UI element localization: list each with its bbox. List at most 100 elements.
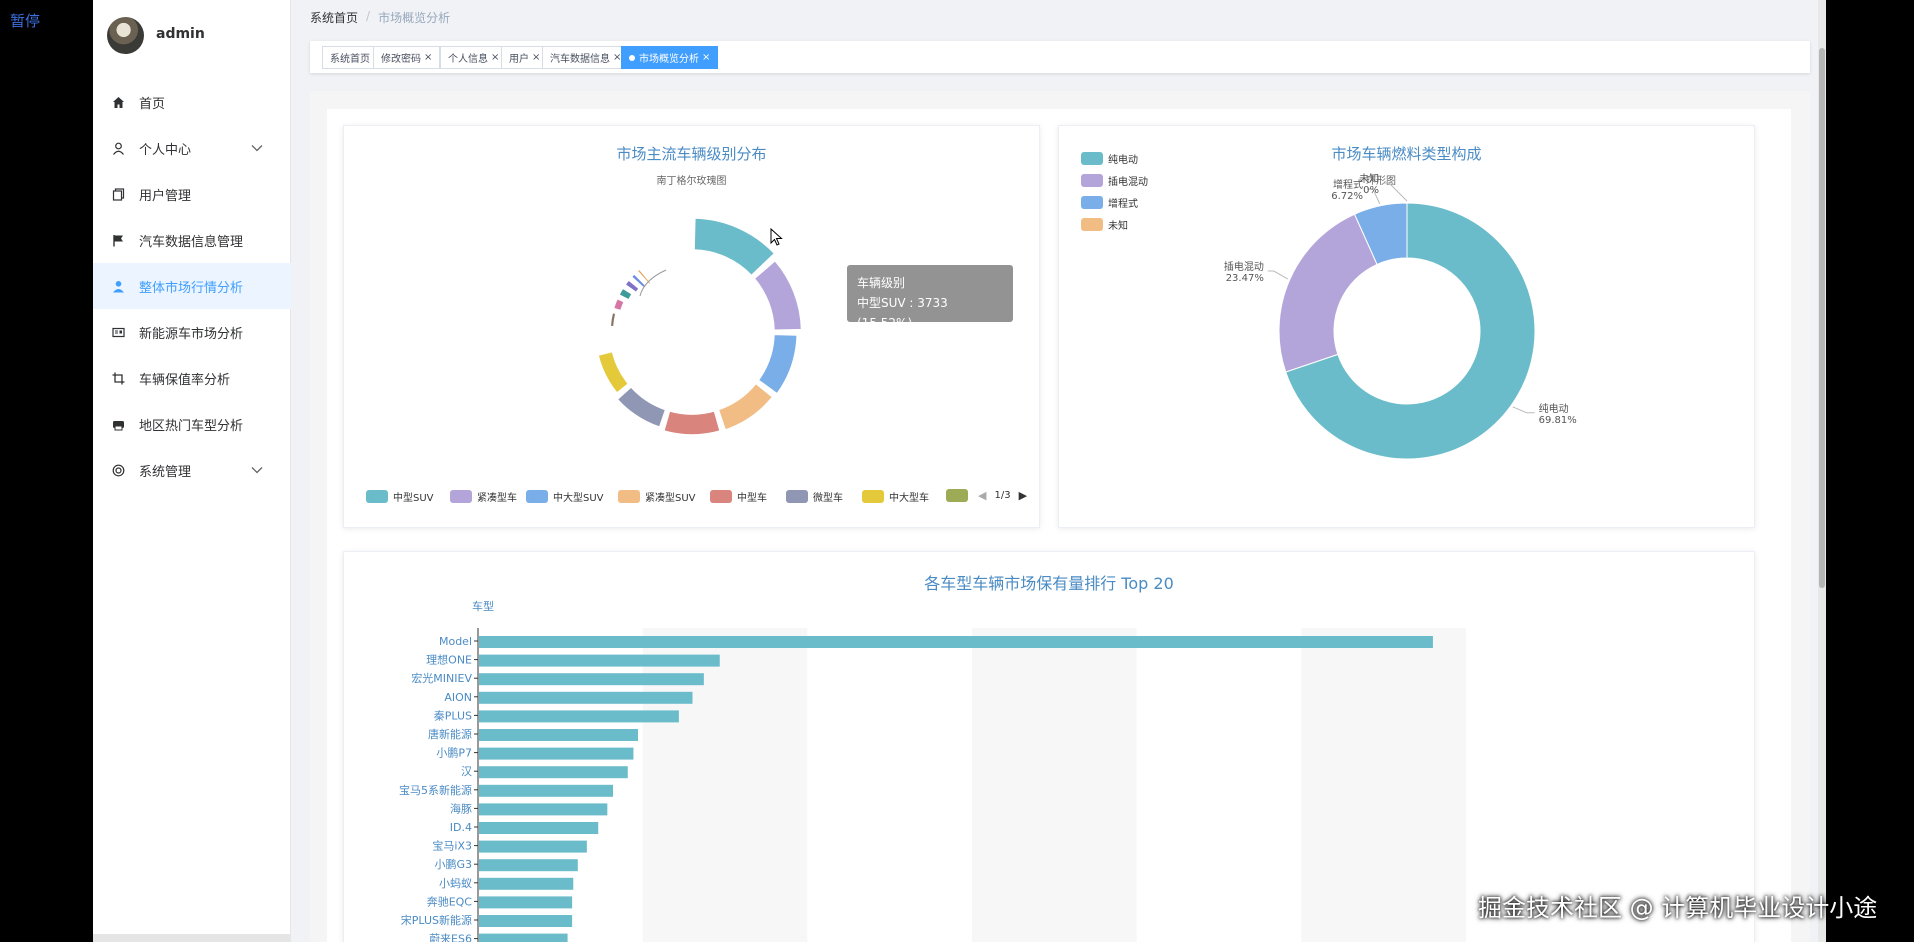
rose-slice[interactable]	[597, 350, 630, 394]
legend-swatch	[1081, 151, 1103, 165]
legend-item[interactable]: 增程式	[1081, 191, 1201, 213]
bar[interactable]	[479, 747, 634, 760]
close-icon[interactable]: ×	[491, 52, 500, 63]
rose-slice[interactable]	[636, 268, 652, 286]
close-icon[interactable]: ×	[613, 52, 622, 63]
legend-item[interactable]: 微型车	[786, 489, 843, 504]
sidebar-item-7[interactable]: 车辆保值率分析	[93, 355, 291, 401]
legend-item[interactable]: 中大型车	[862, 489, 929, 504]
legend-swatch	[1081, 173, 1103, 187]
legend-item[interactable]: 紧凑型车	[450, 489, 517, 504]
legend-next-icon[interactable]: ▶	[1018, 489, 1028, 502]
legend-label: 中大型SUV	[553, 493, 604, 504]
tag-1[interactable]: 系统首页	[322, 46, 378, 69]
rose-chart-title: 市场主流车辆级别分布	[616, 145, 767, 163]
donut-slice[interactable]	[1278, 213, 1378, 373]
bar[interactable]	[479, 636, 1433, 648]
user-box: admin	[93, 0, 291, 70]
legend-item[interactable]: 未知	[1081, 213, 1201, 235]
legend-item[interactable]: 中大型SUV	[526, 489, 604, 504]
donut-chart-subtitle: 环形图	[1366, 176, 1396, 187]
sidebar-scrollbar[interactable]	[93, 934, 291, 942]
bar[interactable]	[479, 654, 720, 667]
bar-chart-card: 各车型车辆市场保有量排行 Top 20 车型 Model 理想ONE 宏光MINIE…	[343, 551, 1755, 942]
bar[interactable]	[479, 933, 568, 942]
tag-3[interactable]: 个人信息 ×	[440, 46, 508, 69]
tag-6[interactable]: 市场概览分析 ×	[621, 46, 719, 69]
legend-swatch	[946, 489, 968, 502]
sidebar-item-6[interactable]: 新能源车市场分析	[93, 309, 291, 355]
copy-icon	[111, 187, 125, 201]
legend-swatch	[710, 490, 732, 503]
rose-slice[interactable]	[609, 311, 617, 328]
tag-5[interactable]: 汽车数据信息 ×	[542, 46, 630, 69]
mouse-cursor-icon	[770, 228, 783, 246]
bar[interactable]	[479, 803, 608, 816]
bar[interactable]	[479, 691, 693, 704]
legend-item[interactable]: 中型SUV	[366, 489, 434, 504]
breadcrumb-home[interactable]: 系统首页	[310, 11, 359, 25]
rose-slice[interactable]	[663, 410, 721, 436]
bar[interactable]	[479, 784, 614, 797]
sidebar-item-label: 个人中心	[139, 142, 192, 158]
rose-slice[interactable]	[612, 297, 625, 312]
donut-slice[interactable]	[1353, 202, 1408, 266]
bar[interactable]	[479, 822, 599, 834]
donut-label-name: 插电混动	[1224, 260, 1264, 273]
bar[interactable]	[479, 859, 578, 872]
bar[interactable]	[479, 673, 704, 686]
rose-slice[interactable]	[693, 217, 776, 277]
rose-slice[interactable]	[717, 382, 774, 431]
app-window: admin 首页个人中心用户管理 汽车数据信息管理 整体市场行情分析 新能源车市场分析…	[93, 0, 1820, 942]
legend-label: 纯电动	[1108, 154, 1138, 166]
close-icon[interactable]: ×	[424, 52, 433, 63]
bar-category-label: 宏光MINIEV	[411, 671, 472, 685]
postcard-icon	[111, 325, 125, 339]
rose-chart[interactable]	[344, 166, 1041, 496]
sidebar-item-5[interactable]: 整体市场行情分析	[93, 263, 291, 309]
tag-label: 用户	[509, 54, 529, 65]
bar[interactable]	[479, 766, 628, 779]
legend-item[interactable]: 纯电动	[1081, 147, 1201, 169]
bar-category-label: ID.4	[450, 821, 472, 834]
sidebar-item-4[interactable]: 汽车数据信息管理	[93, 217, 291, 263]
scrollbar-thumb[interactable]	[1819, 48, 1825, 588]
close-icon[interactable]: ×	[532, 52, 541, 63]
bar[interactable]	[479, 915, 573, 927]
tag-2[interactable]: 修改密码 ×	[373, 46, 441, 69]
page-scrollbar[interactable]	[1818, 0, 1826, 942]
legend-item[interactable]	[946, 489, 973, 502]
donut-slice[interactable]	[1285, 202, 1536, 460]
close-icon[interactable]: ×	[702, 52, 711, 63]
avatar[interactable]	[107, 17, 144, 54]
legend-prev-icon[interactable]: ◀	[978, 489, 987, 502]
sidebar-item-9[interactable]: 系统管理	[93, 447, 291, 493]
bar[interactable]	[479, 896, 573, 909]
sidebar-item-3[interactable]: 用户管理	[93, 171, 291, 217]
bar[interactable]	[479, 877, 574, 890]
legend-item[interactable]: 紧凑型SUV	[618, 489, 696, 504]
pause-label[interactable]: 暂停	[10, 12, 41, 30]
rose-slice[interactable]	[753, 259, 803, 332]
rose-chart-subtitle: 南丁格尔玫瑰图	[656, 176, 727, 187]
legend-item[interactable]: 中型车	[710, 489, 767, 504]
tag-label: 个人信息	[448, 54, 488, 65]
donut-label-name: 未知	[1359, 172, 1379, 185]
rose-slice[interactable]	[624, 279, 640, 294]
rose-slice[interactable]	[757, 333, 798, 395]
rose-slice[interactable]	[618, 287, 633, 301]
sidebar-item-8[interactable]: 地区热门车型分析	[93, 401, 291, 447]
legend-item[interactable]: 插电混动	[1081, 169, 1201, 191]
rose-slice[interactable]	[609, 329, 614, 349]
sidebar-item-2[interactable]: 个人中心	[93, 125, 291, 171]
bar[interactable]	[479, 710, 679, 723]
tooltip-title: 车辆级别	[857, 276, 906, 290]
rose-chart-legend: 中型SUV 紧凑型车 中大型SUV 紧凑型SUV 中型车 微型车 中大型车 ◀ 1/3 ▶	[366, 489, 1028, 509]
sidebar-item-1[interactable]: 首页	[93, 79, 291, 125]
bar[interactable]	[479, 729, 638, 741]
bar[interactable]	[479, 840, 587, 853]
rose-slice[interactable]	[616, 386, 667, 428]
